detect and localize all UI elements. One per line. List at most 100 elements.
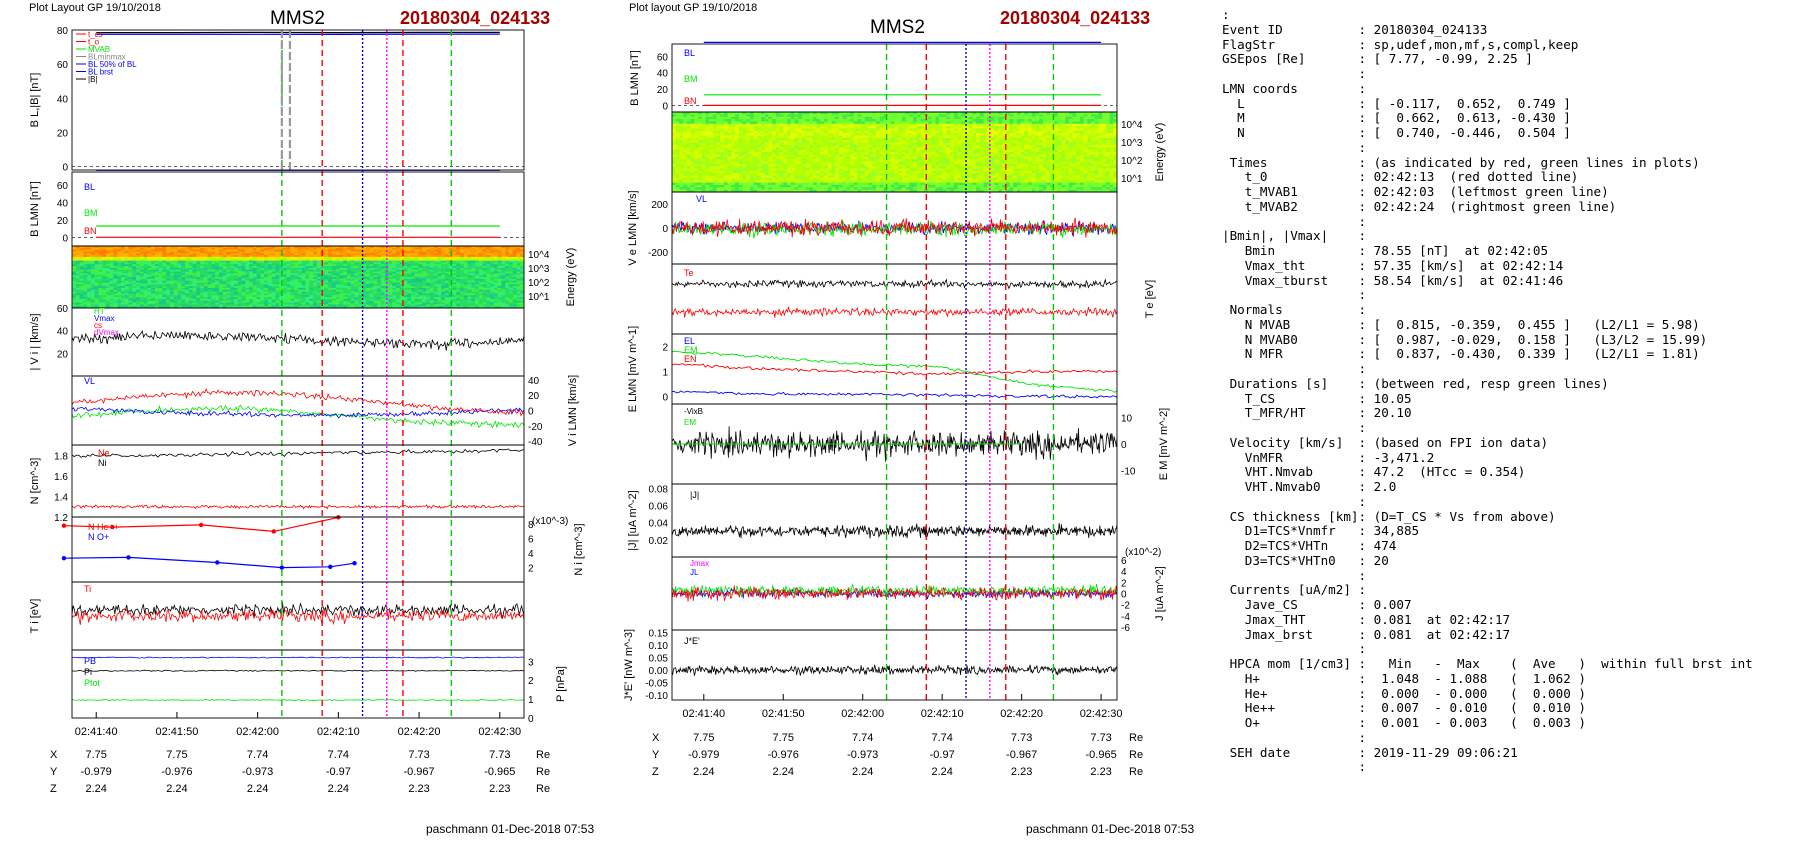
spectrogram-cell: [827, 116, 832, 120]
spectrogram-cell: [207, 267, 212, 271]
panel-frame: [71, 444, 525, 518]
spectrogram-cell: [512, 300, 517, 303]
spectrogram-cell: [426, 273, 431, 276]
spectrogram-cell: [94, 284, 99, 287]
spectrogram-cell: [898, 123, 903, 127]
spectrogram-cell: [132, 249, 137, 252]
spectrogram-cell: [113, 249, 118, 252]
spectrogram-cell: [324, 297, 329, 300]
spectrogram-cell: [890, 119, 895, 122]
spectrogram-cell: [271, 246, 276, 249]
spectrogram-cell: [331, 302, 337, 305]
spectrogram-cell: [486, 247, 491, 250]
spectrogram-cell: [143, 260, 148, 263]
spectrogram-cell: [380, 273, 386, 276]
spectrogram-cell: [1031, 112, 1036, 115]
spectrogram-cell: [979, 114, 984, 118]
spectrogram-cell: [1076, 121, 1081, 125]
spectrogram-cell: [298, 266, 303, 269]
spectrogram-cell: [282, 249, 288, 252]
spectrogram-cell: [105, 262, 111, 265]
spectrogram-cell: [298, 256, 303, 260]
spectrogram-cell: [429, 277, 434, 280]
spectrogram-cell: [200, 260, 205, 263]
position-row-label: X: [50, 749, 58, 761]
spectrogram-cell: [271, 291, 276, 294]
spectrogram-cell: [478, 267, 483, 271]
spectrogram-cell: [316, 300, 321, 303]
data-point: [271, 529, 276, 534]
spectrogram-cell: [324, 271, 329, 274]
spectrogram-cell: [497, 306, 502, 309]
spectrogram-cell: [422, 286, 427, 289]
spectrogram-cell: [316, 246, 321, 249]
spectrogram-cell: [121, 287, 126, 291]
spectrogram-cell: [467, 249, 472, 252]
spectrogram-cell: [463, 247, 468, 250]
spectrogram-cell: [298, 280, 303, 283]
spectrogram-cell: [942, 112, 947, 115]
spectrogram-cell: [497, 291, 502, 294]
spectrogram-cell: [173, 256, 178, 260]
spectrogram-cell: [1054, 121, 1059, 125]
spectrogram-cell: [486, 298, 491, 302]
spectrogram-cell: [203, 289, 208, 292]
spectrogram-cell: [173, 269, 178, 272]
spectrogram-cell: [143, 293, 148, 296]
spectrogram-cell: [497, 304, 502, 307]
spectrogram-cell: [365, 304, 370, 307]
spectrogram-cell: [1072, 119, 1077, 122]
spectrogram-cell: [260, 287, 265, 291]
spectrogram-cell: [827, 119, 832, 122]
spectrogram-cell: [166, 269, 171, 272]
spectrogram-cell: [399, 260, 404, 263]
spectrogram-cell: [1076, 116, 1081, 120]
spectrogram-cell: [805, 123, 810, 127]
spectrogram-cell: [316, 287, 321, 291]
spectrogram-cell: [452, 264, 457, 267]
spectrogram-cell: [105, 287, 111, 291]
spectrogram-cell: [516, 302, 521, 305]
spectrogram-cell: [72, 266, 77, 269]
spectrogram-cell: [437, 293, 442, 296]
spectrogram-cell: [335, 246, 340, 249]
spectrogram-cell: [234, 271, 239, 274]
spectrogram-cell: [211, 267, 216, 271]
spectrogram-cell: [433, 298, 438, 302]
spectrogram-cell: [731, 126, 736, 129]
spectrogram-cell: [226, 255, 231, 258]
left-layout-title: Plot Layout GP 19/10/2018: [29, 2, 161, 14]
spectrogram-cell: [177, 256, 182, 260]
spectrogram-cell: [441, 266, 446, 269]
spectrogram-cell: [820, 116, 825, 120]
spectrogram-cell: [132, 260, 137, 263]
spectrogram-cell: [143, 262, 148, 265]
spectrogram-cell: [215, 300, 220, 303]
spectrogram-cell: [493, 282, 499, 285]
spectrogram-cell: [339, 260, 344, 263]
spectrogram-cell: [128, 262, 133, 265]
spectrogram-cell: [222, 289, 227, 292]
spectrogram-cell: [267, 266, 273, 269]
spectrogram-cell: [264, 284, 269, 287]
spectrogram-cell: [90, 300, 95, 303]
spectrogram-cell: [121, 271, 126, 274]
spectrogram-cell: [441, 297, 446, 300]
spectrogram-cell: [313, 271, 318, 274]
spectrogram-cell: [90, 269, 95, 272]
spectrogram-cell: [331, 256, 337, 260]
spectrogram-cell: [166, 287, 171, 291]
spectrogram-cell: [437, 282, 442, 285]
spectrogram-cell: [399, 297, 404, 300]
spectrogram-cell: [508, 249, 514, 252]
spectrogram-cell: [105, 286, 111, 289]
spectrogram-cell: [1031, 119, 1036, 122]
spectrogram-cell: [181, 267, 186, 271]
spectrogram-cell: [226, 293, 231, 296]
spectrogram-cell: [467, 256, 472, 260]
spectrogram-cell: [241, 247, 246, 250]
spectrogram-cell: [215, 282, 220, 285]
spectrogram-cell: [335, 291, 340, 294]
spectrogram-cell: [764, 116, 769, 120]
spectrogram-cell: [350, 304, 355, 307]
